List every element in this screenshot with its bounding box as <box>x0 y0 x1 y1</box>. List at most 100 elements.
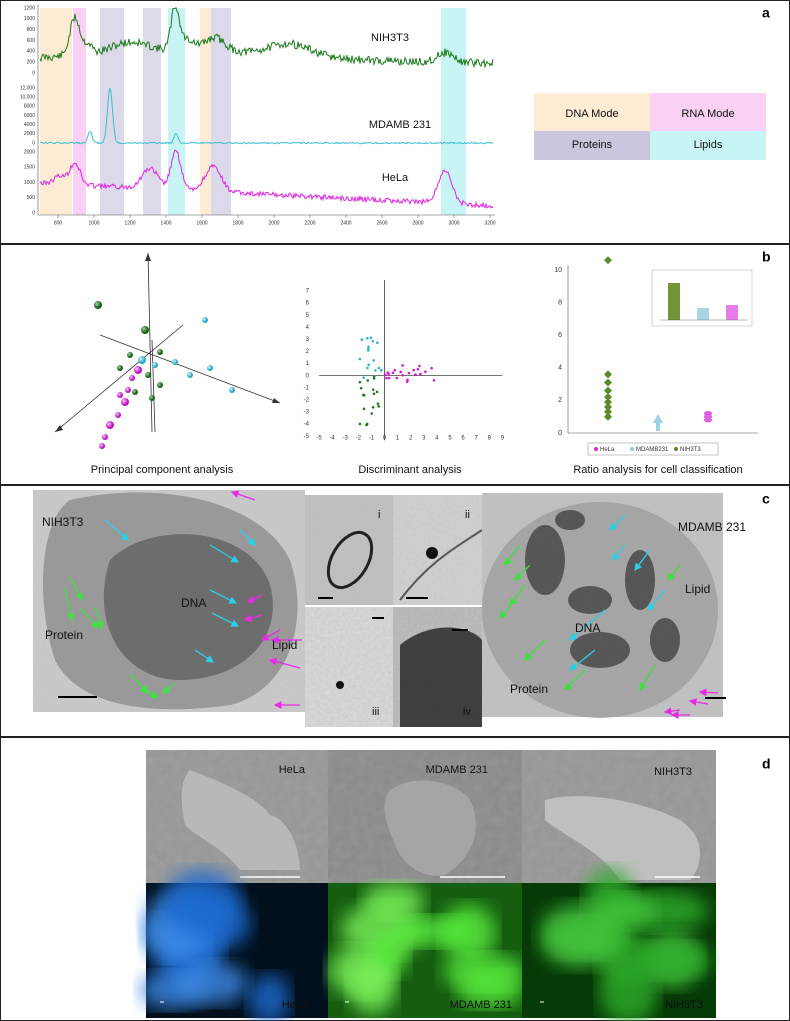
label: 6 <box>306 301 310 307</box>
pca-point <box>127 352 133 358</box>
arrow <box>260 629 281 641</box>
pca-point <box>157 349 163 355</box>
arrow <box>647 589 666 611</box>
cell <box>181 770 300 870</box>
label: 1600 <box>196 220 207 226</box>
arrow <box>612 544 626 562</box>
ratio-point <box>604 398 612 407</box>
pca-point <box>149 395 155 401</box>
label: -5 <box>316 436 322 442</box>
pca-point <box>125 387 131 393</box>
label: 1200 <box>24 5 35 11</box>
panel-label: b <box>762 249 771 265</box>
discriminant-point <box>412 368 415 372</box>
discriminant-point <box>418 364 421 368</box>
label: 2800 <box>412 220 423 226</box>
pca-point <box>152 362 158 368</box>
arrow <box>230 490 256 501</box>
arrow <box>268 657 301 669</box>
label: 1800 <box>232 220 243 226</box>
label: 4 <box>558 365 562 372</box>
label: 7 <box>475 436 479 442</box>
mode-band <box>143 8 161 215</box>
label: DNA <box>181 596 206 610</box>
arrow <box>667 564 681 582</box>
inset-bar <box>668 283 680 320</box>
discriminant-point <box>367 345 370 349</box>
heterochromatin <box>568 586 612 614</box>
label: 0 <box>306 373 310 379</box>
label: Lipids <box>694 139 723 151</box>
discriminant-point <box>358 380 362 384</box>
discriminant-point <box>432 378 436 382</box>
discriminant-point <box>372 375 376 378</box>
mode-band <box>441 8 466 215</box>
discriminant-point <box>383 373 387 377</box>
label: Protein <box>510 682 548 696</box>
label: 4 <box>435 436 439 442</box>
arrow <box>94 607 104 630</box>
discriminant-point <box>401 364 404 367</box>
discriminant-point <box>366 366 369 370</box>
label: 3200 <box>484 220 495 226</box>
pca-point <box>138 356 146 364</box>
organelle <box>426 547 438 559</box>
label: -1 <box>369 436 375 442</box>
arrow <box>634 549 651 572</box>
discriminant-point <box>419 372 422 376</box>
mode-band <box>40 8 72 215</box>
ratio-point <box>604 402 612 411</box>
label: 0 <box>32 70 35 76</box>
ratio-point <box>604 412 612 421</box>
label: 8 <box>488 436 492 442</box>
label: 600 <box>27 38 36 44</box>
label: 0 <box>383 436 387 442</box>
inset-bar <box>697 308 709 320</box>
label: 1000 <box>24 16 35 22</box>
pca-axis <box>147 252 153 433</box>
pca-point <box>132 389 138 395</box>
label: 2600 <box>376 220 387 226</box>
ratio-point <box>604 378 612 387</box>
ratio-point <box>704 417 712 423</box>
fluorescent-blob <box>393 916 472 947</box>
discriminant-point <box>376 402 380 405</box>
discriminant-point <box>362 394 366 397</box>
discriminant-point <box>358 422 362 426</box>
cell <box>384 780 476 876</box>
arrow <box>524 639 546 661</box>
discriminant-point <box>395 376 399 380</box>
heterochromatin <box>570 632 630 668</box>
legend-swatch <box>594 447 598 451</box>
label: 2 <box>306 349 310 355</box>
ratio-point <box>604 256 612 265</box>
discriminant-point <box>407 371 411 375</box>
label: 8000 <box>24 104 35 110</box>
fluorescent-blob <box>631 942 712 979</box>
label: 500 <box>27 195 36 201</box>
label: 800 <box>54 220 63 226</box>
ratio-point <box>604 393 612 402</box>
label: 4000 <box>24 122 35 128</box>
discriminant-point <box>424 370 427 374</box>
organelle <box>326 531 374 589</box>
label: -1 <box>304 385 310 391</box>
label: Ratio analysis for cell classification <box>573 464 742 476</box>
pca-point <box>115 412 121 418</box>
label: NIH3T3 <box>42 515 84 529</box>
discriminant-point <box>377 405 380 408</box>
label: 0 <box>558 430 562 437</box>
discriminant-point <box>376 341 379 344</box>
label: 1 <box>306 361 310 367</box>
nucleus <box>103 534 273 680</box>
arrow <box>514 564 531 581</box>
fluorescent-blob <box>248 974 291 1021</box>
discriminant-point <box>377 366 381 370</box>
label: RNA Mode <box>681 108 734 120</box>
tem-texture <box>305 607 393 727</box>
fluorescent-blob <box>538 903 622 968</box>
arrow <box>104 519 129 541</box>
arrow-head <box>55 425 63 432</box>
arrow <box>663 707 681 716</box>
discriminant-point <box>414 373 417 376</box>
